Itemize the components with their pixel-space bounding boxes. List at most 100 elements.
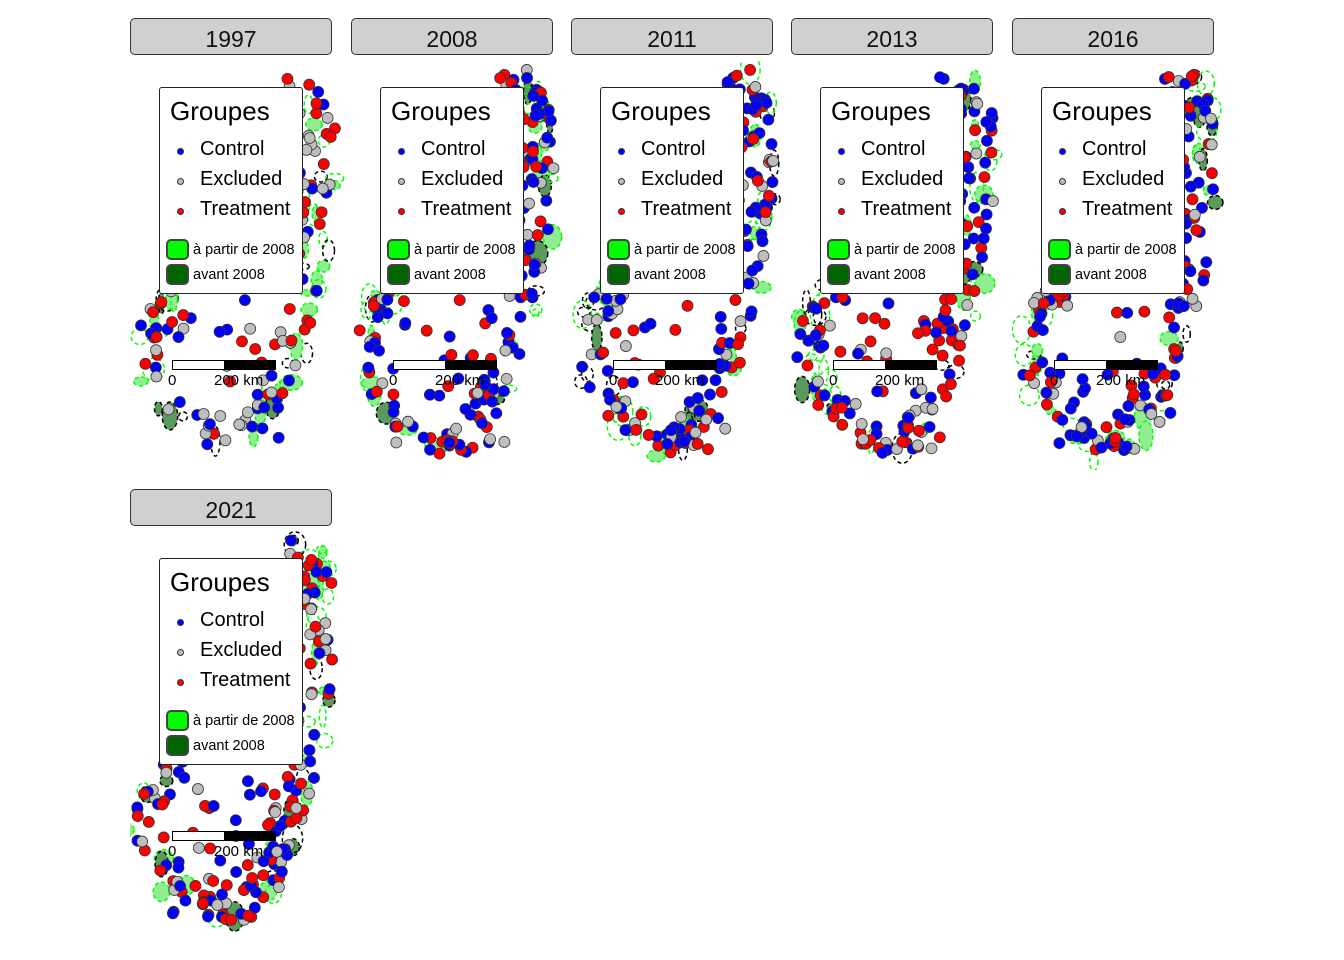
point-control [977, 232, 990, 245]
point-treatment [896, 435, 909, 448]
legend-area-label: à partir de 2008 [854, 242, 956, 258]
point-treatment [241, 859, 254, 871]
point-treatment [733, 356, 746, 369]
protected-area [531, 308, 540, 318]
legend-dot-control-icon [177, 148, 184, 155]
point-treatment [936, 349, 949, 362]
point-treatment [1161, 389, 1174, 401]
point-control [614, 293, 627, 306]
point-excluded [857, 433, 869, 446]
point-control [529, 109, 542, 122]
point-control [619, 424, 632, 436]
point-treatment [305, 553, 318, 566]
point-treatment [155, 296, 168, 309]
legend-area-label: avant 2008 [1075, 267, 1147, 283]
protected-area [152, 881, 171, 903]
point-control [985, 107, 998, 119]
point-control [242, 775, 254, 788]
map-area [130, 72, 345, 457]
legend-label-excluded: Excluded [200, 639, 283, 661]
point-control [871, 385, 884, 398]
point-treatment [1170, 344, 1182, 357]
point-control [514, 310, 527, 323]
point-excluded [547, 162, 560, 175]
legend-title: Groupes [391, 96, 491, 126]
point-excluded [192, 783, 204, 795]
point-control [498, 385, 510, 397]
point-control [542, 223, 554, 236]
protected-area [304, 117, 323, 132]
map-legend: Groupes Control Excluded Treatment à partir … [159, 87, 303, 294]
point-treatment [797, 315, 809, 327]
point-control [963, 172, 975, 185]
point-treatment [324, 131, 337, 143]
point-control [417, 431, 430, 444]
point-control [930, 326, 943, 339]
legend-title: Groupes [1052, 96, 1152, 126]
protected-area [1030, 343, 1044, 357]
point-treatment [531, 229, 544, 241]
point-control [576, 360, 588, 373]
point-control [172, 331, 185, 343]
point-control [1122, 400, 1135, 412]
legend-dot-treatment-icon [398, 208, 405, 215]
point-treatment [681, 299, 694, 312]
point-control [745, 205, 758, 218]
map-legend: Groupes Control Excluded Treatment à partir … [159, 558, 303, 765]
legend-area-label: à partir de 2008 [634, 242, 736, 258]
point-treatment [864, 335, 877, 348]
point-treatment [166, 316, 179, 328]
protected-area [321, 239, 336, 263]
point-excluded [244, 322, 257, 335]
point-control [490, 407, 503, 420]
point-treatment [326, 653, 338, 666]
point-control [135, 319, 147, 332]
point-treatment [1183, 101, 1196, 114]
point-control [373, 344, 385, 357]
facet-panel-2008: 2008 0 200 km Groupes Control Excluded Treatme… [351, 18, 573, 478]
point-treatment [747, 133, 760, 145]
point-treatment [142, 816, 155, 828]
protected-area [130, 823, 135, 837]
point-control [791, 351, 804, 364]
point-excluded [192, 842, 205, 854]
point-excluded [915, 383, 928, 396]
point-excluded [269, 806, 282, 818]
point-control [476, 417, 488, 430]
protected-area [793, 375, 811, 404]
point-control [362, 361, 375, 374]
point-excluded [376, 377, 389, 390]
map-legend: Groupes Control Excluded Treatment à partir … [820, 87, 964, 294]
point-control [810, 302, 823, 315]
point-control [602, 305, 615, 317]
point-control [1200, 256, 1213, 269]
facet-strip-label: 2021 [130, 489, 332, 526]
point-control [980, 222, 992, 235]
legend-label-control: Control [200, 609, 265, 631]
legend-area-label: avant 2008 [193, 267, 265, 283]
point-control [943, 368, 956, 381]
point-control [1168, 321, 1180, 334]
point-excluded [823, 319, 836, 332]
point-control [274, 820, 287, 832]
point-control [459, 403, 472, 415]
facet-panel-2021: 2021 0 200 km Groupes Control Excluded Treatme… [130, 489, 352, 949]
point-excluded [242, 406, 254, 419]
point-control [665, 424, 677, 437]
point-control [696, 374, 709, 387]
point-excluded [970, 147, 983, 160]
point-treatment [732, 338, 744, 351]
point-treatment [445, 348, 458, 361]
point-control [479, 378, 491, 391]
legend-area-label: avant 2008 [854, 267, 926, 283]
protected-area [1088, 451, 1099, 470]
point-control [174, 880, 186, 892]
point-treatment [635, 408, 648, 421]
point-treatment [1109, 432, 1122, 444]
protected-area [316, 259, 331, 273]
point-control [443, 330, 456, 343]
point-excluded [160, 766, 173, 779]
point-control [308, 772, 320, 784]
point-control [712, 412, 724, 425]
point-excluded [471, 387, 484, 399]
